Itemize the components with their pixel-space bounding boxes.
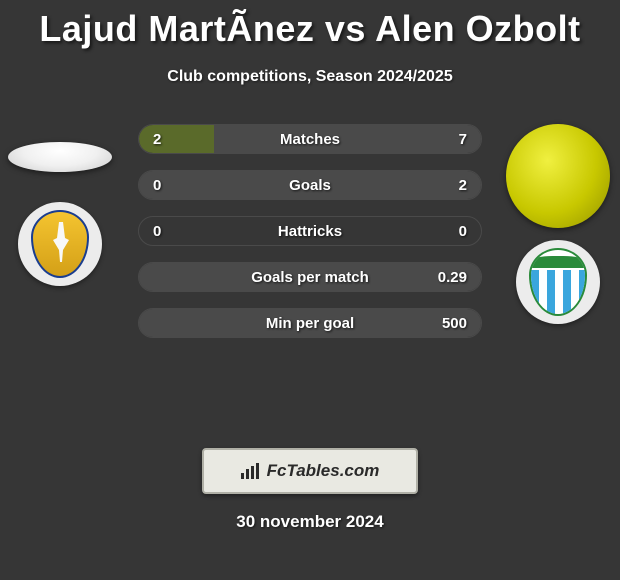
stat-right-value: 500 [442, 315, 467, 332]
right-player-column [506, 124, 610, 324]
stat-right-value: 2 [459, 177, 467, 194]
stat-right-value: 0 [459, 223, 467, 240]
stat-row: 0Hattricks0 [138, 216, 482, 246]
player1-photo [8, 142, 112, 172]
stat-label: Min per goal [139, 315, 481, 332]
stats-area: 2Matches70Goals20Hattricks0Goals per mat… [0, 124, 620, 444]
watermark-text: FcTables.com [267, 461, 380, 481]
page-title: Lajud MartÃ­nez vs Alen Ozbolt [0, 0, 620, 50]
stat-label: Goals per match [139, 269, 481, 286]
watermark-badge: FcTables.com [202, 448, 418, 494]
player2-club-badge [516, 240, 600, 324]
club-shield-icon [529, 248, 587, 316]
page-subtitle: Club competitions, Season 2024/2025 [0, 68, 620, 86]
stat-row: 0Goals2 [138, 170, 482, 200]
stat-label: Goals [139, 177, 481, 194]
date-line: 30 november 2024 [0, 512, 620, 532]
stat-row: 2Matches7 [138, 124, 482, 154]
stat-bars: 2Matches70Goals20Hattricks0Goals per mat… [138, 124, 482, 354]
club-shield-icon [31, 210, 89, 278]
stat-row: Goals per match0.29 [138, 262, 482, 292]
left-player-column [8, 124, 112, 286]
stat-right-value: 7 [459, 131, 467, 148]
bar-chart-icon [241, 463, 261, 479]
player2-photo [506, 124, 610, 228]
stat-label: Matches [139, 131, 481, 148]
player1-club-badge [18, 202, 102, 286]
stat-label: Hattricks [139, 223, 481, 240]
stat-right-value: 0.29 [438, 269, 467, 286]
stat-row: Min per goal500 [138, 308, 482, 338]
